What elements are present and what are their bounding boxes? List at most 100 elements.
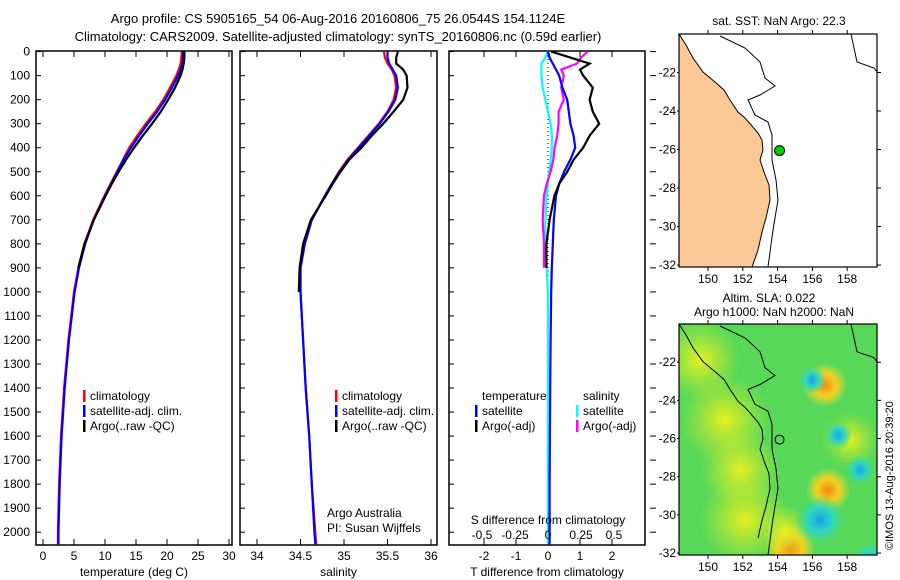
plot-frame: [35, 50, 233, 546]
x-tick-label: 0: [40, 549, 47, 563]
series-line-satellite-adj-clim-: [299, 51, 400, 545]
lat-tick-label: -30: [659, 508, 677, 522]
lat-tick-label: -24: [659, 393, 677, 407]
x-tick-label: 15: [129, 549, 143, 563]
legend-label: Argo(-adj): [583, 419, 636, 433]
bathymetry-contour: [719, 35, 779, 267]
lon-tick-label: 152: [733, 560, 753, 574]
series-line-argo-raw-qc-: [297, 51, 409, 292]
depth-tick-label: 800: [10, 237, 30, 251]
series-line-s-satellite: [540, 51, 554, 545]
depth-tick-label: 700: [10, 213, 30, 227]
legend-swatch: [475, 420, 478, 432]
annotation-text: Argo Australia: [327, 506, 402, 520]
lat-tick-label: -26: [659, 143, 677, 157]
lat-tick-label: -28: [659, 181, 677, 195]
x-tick-label: 34.5: [289, 549, 313, 563]
bathymetry-contour: [850, 324, 877, 363]
depth-tick-label: 1700: [3, 453, 30, 467]
lon-tick-label: 150: [698, 272, 718, 286]
lon-tick-label: 158: [837, 272, 857, 286]
depth-tick-label: 100: [10, 69, 30, 83]
lon-tick-label: 156: [802, 560, 822, 574]
depth-tick-label: 1600: [3, 429, 30, 443]
depth-tick-label: 1000: [3, 285, 30, 299]
legend-label: Argo(-adj): [482, 419, 535, 433]
lat-tick-label: -28: [659, 470, 677, 484]
lon-tick-label: 152: [733, 272, 753, 286]
x-tick-label: 20: [160, 549, 174, 563]
x-tick-label: -1: [511, 549, 522, 563]
x-tick-label: 36: [424, 549, 438, 563]
sla-anomaly-blob: [798, 366, 826, 394]
x-tick-label: 0: [545, 549, 552, 563]
legend-swatch: [335, 405, 338, 417]
x-tick-label: 25: [191, 549, 205, 563]
depth-tick-label: 600: [10, 189, 30, 203]
depth-tick-label: 2000: [3, 525, 30, 539]
series-group: [540, 51, 601, 545]
lat-tick-label: -22: [659, 66, 677, 80]
legend-swatch: [335, 420, 338, 432]
legend-swatch: [335, 390, 338, 402]
sla-anomaly-blob: [824, 421, 852, 449]
legend-swatch: [576, 420, 579, 432]
map-area: [679, 324, 877, 555]
depth-tick-label: 300: [10, 117, 30, 131]
lat-tick-label: -32: [659, 546, 677, 560]
panel-temperature: 0 5 10 15 20 25 30 temperature (deg C) climatolo…: [35, 50, 236, 579]
depth-tick-label: 400: [10, 141, 30, 155]
map-sla-map: 150 152 154 156 158 -22 -24 -26 -28 -30 -32: [659, 320, 881, 574]
legend-label: Argo(..raw -QC): [90, 419, 175, 433]
float-position-marker: [774, 145, 786, 157]
sla-map-title-line1: Altim. SLA: 0.022: [723, 291, 816, 305]
legend-label: Argo(..raw -QC): [342, 419, 427, 433]
depth-tick-label: 0: [23, 45, 30, 59]
legend-swatch: [83, 405, 86, 417]
x-tick-label: 30: [222, 549, 236, 563]
sla-anomaly-blob: [852, 542, 877, 555]
x-axis-label: T difference from climatology: [470, 565, 624, 579]
x-tick-label: 35: [337, 549, 351, 563]
plot-frame: [239, 50, 438, 546]
lon-tick-label: 154: [768, 272, 788, 286]
plot-frame: [448, 50, 646, 546]
figure-title-line2: Climatology: CARS2009. Satellite-adjuste…: [75, 29, 602, 44]
lat-tick-label: -24: [659, 104, 677, 118]
legend-label: climatology: [90, 389, 150, 403]
depth-tick-label: 900: [10, 261, 30, 275]
legend-swatch: [83, 420, 86, 432]
lon-tick-label: 154: [768, 560, 788, 574]
x-tick-label: 10: [98, 549, 112, 563]
lat-tick-label: -22: [659, 355, 677, 369]
depth-tick-label: 1800: [3, 477, 30, 491]
map-sst-map: 150 152 154 156 158 -22 -24 -26 -28 -30 -32: [659, 30, 881, 286]
depth-tick-label: 1900: [3, 501, 30, 515]
lon-tick-label: 158: [837, 560, 857, 574]
lon-tick-label: 156: [802, 272, 822, 286]
legend-title: salinity: [583, 389, 620, 403]
legend-swatch: [475, 405, 478, 417]
x-tick-label: 5: [71, 549, 78, 563]
depth-tick-label: 1300: [3, 357, 30, 371]
panel-salinity: 34 34.5 35 35.5 36 salinity climatologysatelli…: [239, 50, 438, 579]
panel-differences: -2 -1 0 1 2 T difference from climatology temp…: [448, 50, 646, 579]
depth-tick-label: 500: [10, 165, 30, 179]
s-tick-label: -0.5: [472, 528, 493, 542]
x-tick-label: 35.5: [376, 549, 400, 563]
lat-tick-label: -30: [659, 220, 677, 234]
legend-swatch: [576, 405, 579, 417]
x-axis-label: temperature (deg C): [80, 565, 188, 579]
s-axis-label: S difference from climatology: [471, 513, 626, 527]
sla-anomaly-blob: [795, 495, 845, 545]
x-axis-label: salinity: [320, 565, 357, 579]
s-tick-label: -0.25: [501, 528, 529, 542]
s-tick-label: 0.5: [606, 528, 623, 542]
legend-label: climatology: [342, 389, 402, 403]
bathymetry-contour: [719, 325, 779, 555]
series-line-satellite-adj-clim-: [57, 51, 185, 545]
depth-tick-label: 1200: [3, 333, 30, 347]
lat-tick-label: -26: [659, 432, 677, 446]
annotation-text: PI: Susan Wijffels: [327, 521, 421, 535]
series-line-argo-raw-qc-: [77, 51, 186, 269]
